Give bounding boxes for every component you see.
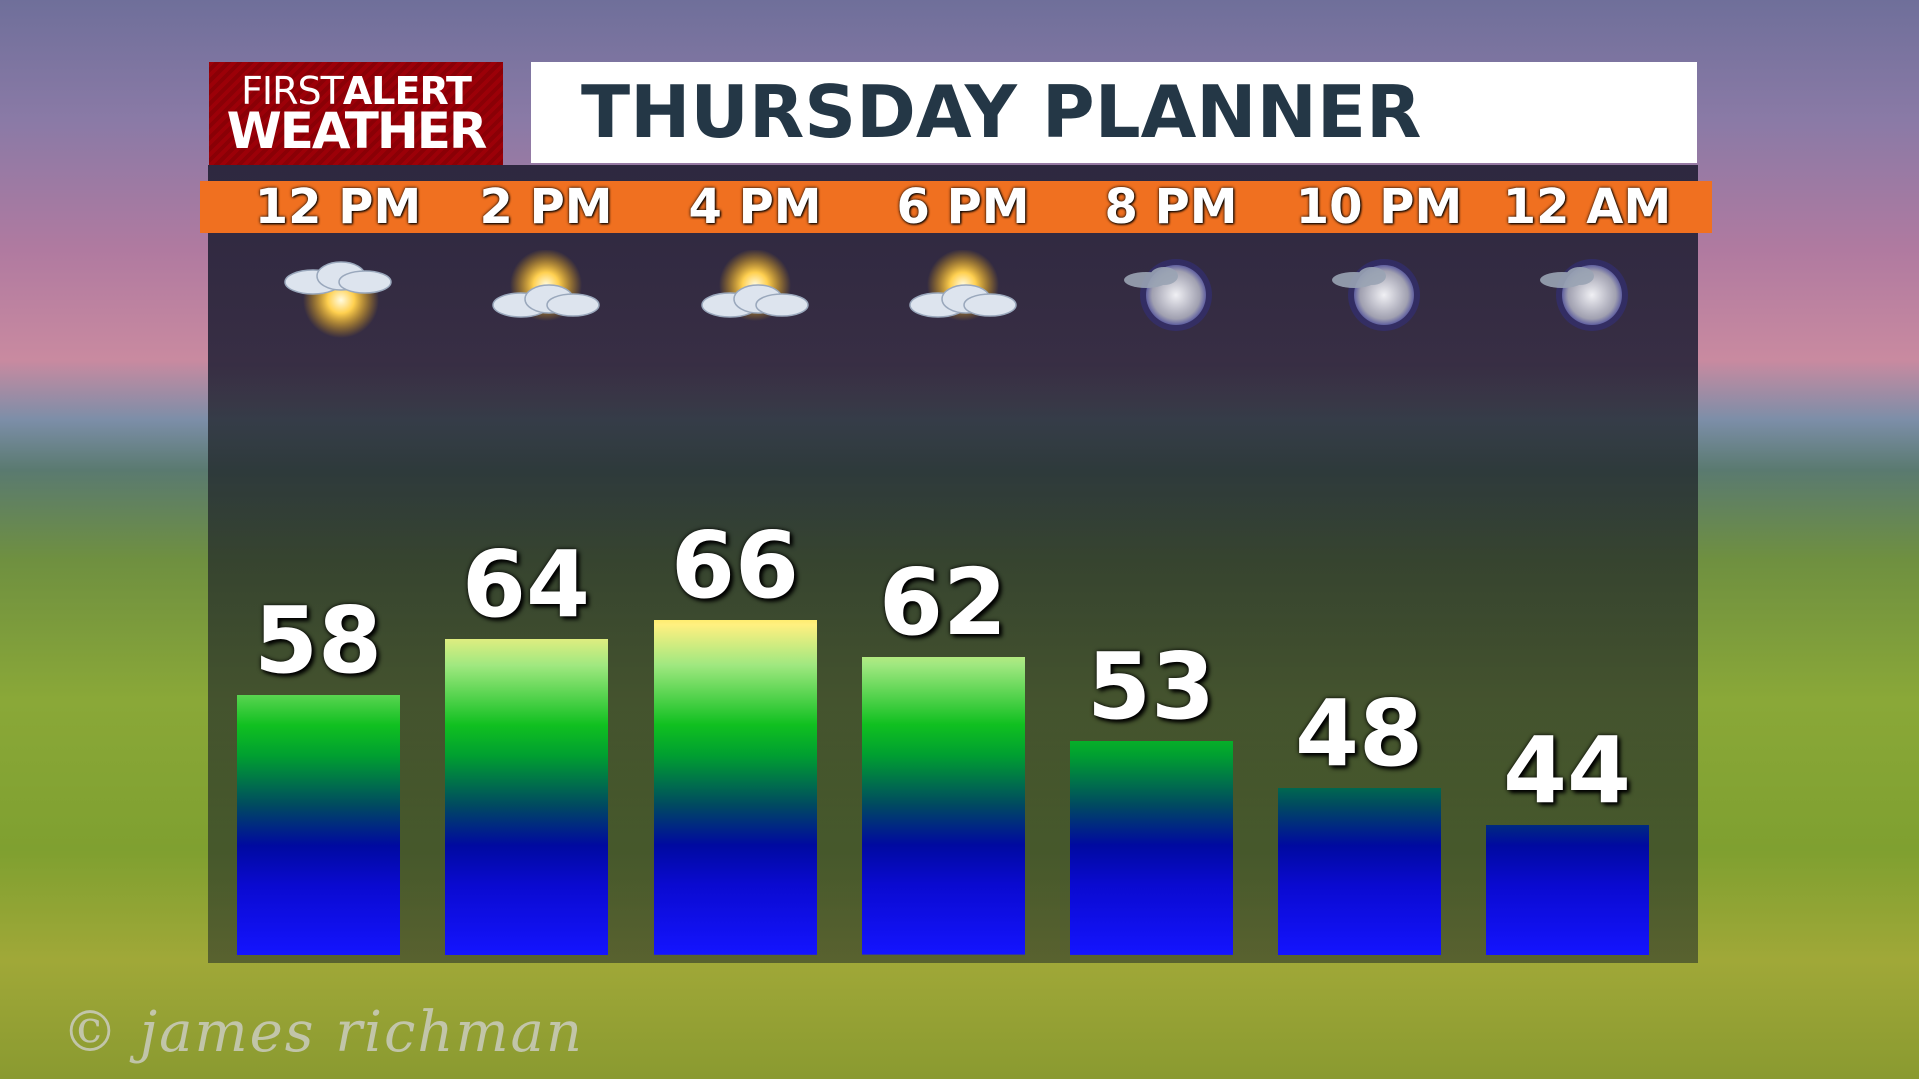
mostly-cloudy-sun-icon [680, 249, 830, 340]
watermark: © james richman [62, 1000, 584, 1065]
time-label: 4 PM [688, 179, 822, 235]
temperature-bar [237, 694, 400, 955]
temperature-value: 53 [1086, 633, 1216, 741]
temperature-value: 44 [1502, 716, 1632, 824]
time-label: 2 PM [479, 179, 613, 235]
temperature-value: 64 [461, 530, 591, 638]
partly-cloudy-night-icon [1304, 250, 1454, 340]
temperature-value: 48 [1294, 679, 1424, 787]
temperature-bar [1278, 787, 1441, 955]
temperature-bar [1486, 824, 1649, 955]
time-header-bar [200, 181, 1712, 233]
temperature-value: 58 [253, 586, 383, 694]
logo-alert: ALERT [342, 69, 472, 113]
partly-sunny-icon [263, 250, 413, 340]
temperature-bar [654, 620, 817, 955]
temperature-value: 66 [670, 512, 800, 620]
time-label: 12 AM [1502, 179, 1672, 235]
time-label: 6 PM [896, 179, 1030, 235]
partly-cloudy-night-icon [1096, 250, 1246, 340]
partly-cloudy-night-icon [1512, 250, 1662, 340]
time-label: 8 PM [1104, 179, 1238, 235]
time-label: 10 PM [1295, 179, 1463, 235]
temperature-bar [445, 638, 608, 955]
page-title: THURSDAY PLANNER [531, 62, 1697, 163]
temperature-bar [862, 657, 1025, 955]
temperature-bar [1070, 741, 1233, 955]
first-alert-weather-logo: FIRSTALERT WEATHER [209, 62, 503, 165]
time-label: 12 PM [254, 179, 422, 235]
logo-first: FIRST [241, 69, 344, 113]
temperature-value: 62 [878, 549, 1008, 657]
mostly-cloudy-sun-icon [471, 249, 621, 340]
logo-weather: WEATHER [226, 102, 488, 160]
mostly-cloudy-sun-icon [888, 249, 1038, 340]
